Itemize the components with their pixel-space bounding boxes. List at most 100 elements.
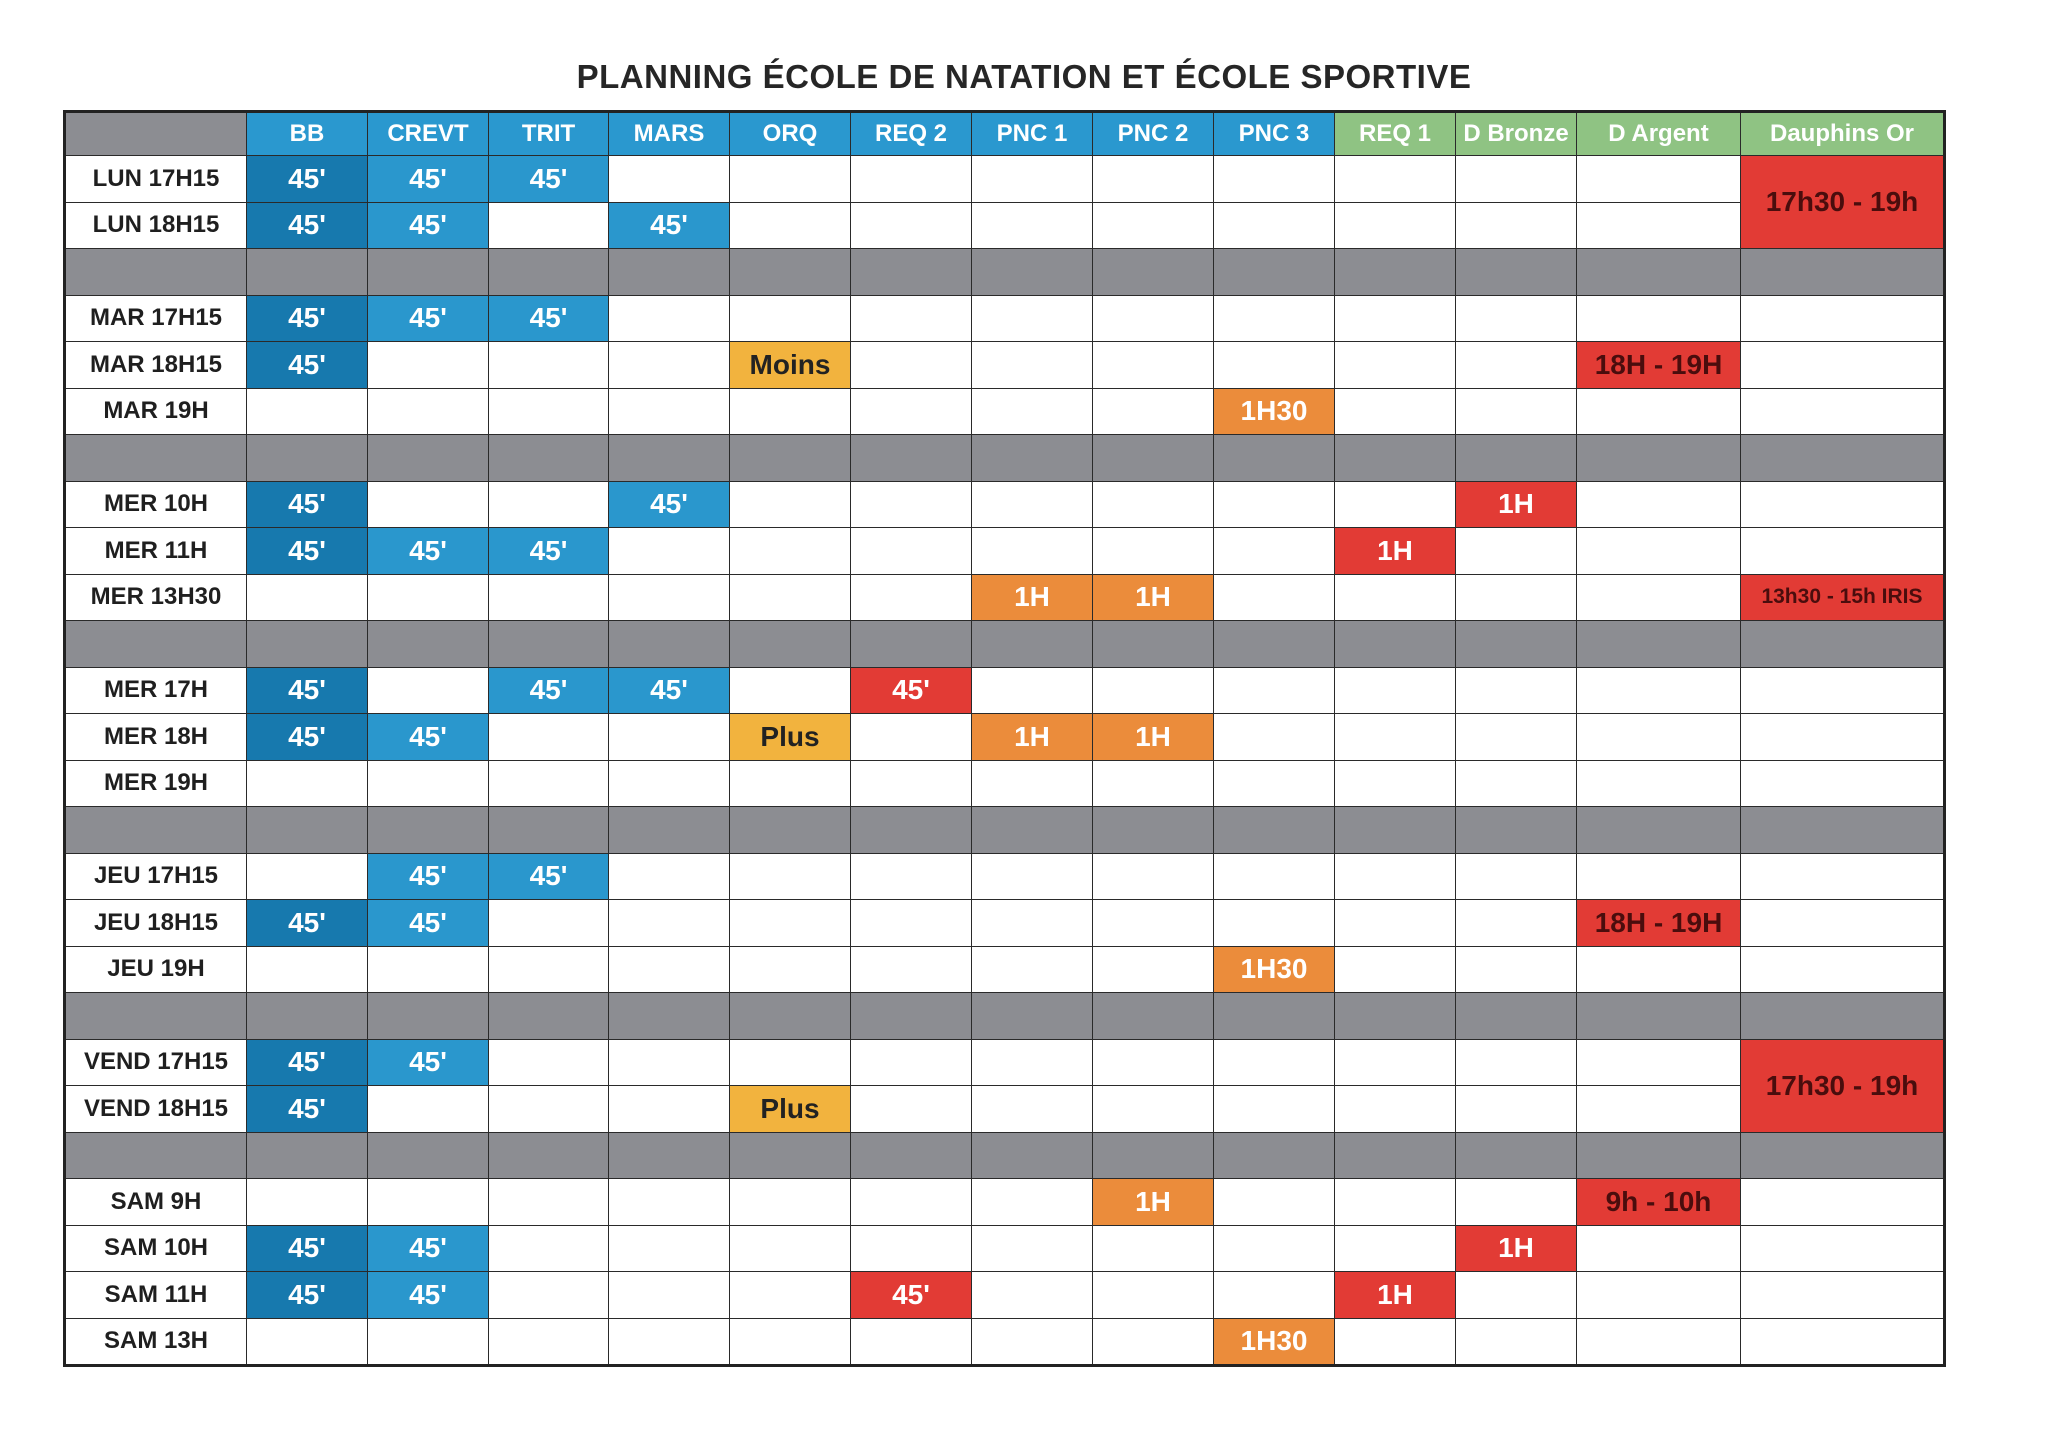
time-slot-label: MER 13H30 (64, 573, 247, 621)
separator-cell (729, 992, 851, 1040)
empty-cell (1092, 294, 1214, 342)
empty-cell (1740, 387, 1945, 435)
separator-cell (1334, 992, 1456, 1040)
empty-cell (850, 201, 972, 249)
empty-cell (608, 945, 730, 993)
separator-cell (608, 248, 730, 296)
separator-cell (1576, 434, 1741, 482)
time-slot-label: VEND 17H15 (64, 1038, 247, 1086)
empty-cell (1213, 1085, 1335, 1133)
separator-cell (64, 248, 247, 296)
empty-cell (1092, 387, 1214, 435)
separator-cell (729, 806, 851, 854)
session-cell: 45' (246, 1038, 368, 1086)
empty-cell (1092, 201, 1214, 249)
session-cell: 45' (246, 201, 368, 249)
empty-cell (1576, 201, 1741, 249)
separator-cell (1740, 434, 1945, 482)
empty-cell (1213, 1271, 1335, 1319)
empty-cell (850, 480, 972, 528)
separator-cell (1576, 620, 1741, 668)
separator-cell (367, 992, 489, 1040)
empty-cell (608, 1271, 730, 1319)
separator-cell (488, 248, 609, 296)
empty-cell (1576, 1038, 1741, 1086)
separator-cell (608, 434, 730, 482)
separator-cell (971, 1131, 1093, 1179)
separator-row (64, 1131, 1945, 1179)
empty-cell (608, 759, 730, 807)
schedule-row: MAR 17H15 45' 45' 45' (64, 294, 1945, 342)
empty-cell (1455, 945, 1577, 993)
time-slot-label: VEND 18H15 (64, 1085, 247, 1133)
empty-cell (971, 341, 1093, 389)
empty-cell (488, 573, 609, 621)
empty-cell (971, 1317, 1093, 1366)
time-slot-label: JEU 18H15 (64, 899, 247, 947)
empty-cell (1576, 1085, 1741, 1133)
separator-cell (64, 992, 247, 1040)
empty-cell (1092, 155, 1214, 203)
empty-cell (729, 480, 851, 528)
empty-cell (850, 945, 972, 993)
session-cell: 1H (1092, 1178, 1214, 1226)
empty-cell (1213, 713, 1335, 761)
session-cell: 45' (367, 1224, 489, 1272)
session-cell: 45' (367, 899, 489, 947)
session-cell: 45' (488, 666, 609, 714)
empty-cell (850, 1038, 972, 1086)
column-header: D Bronze (1455, 111, 1577, 156)
schedule-row: JEU 19H 1H30 (64, 945, 1945, 993)
empty-cell (1334, 573, 1456, 621)
empty-cell (850, 155, 972, 203)
separator-cell (850, 1131, 972, 1179)
empty-cell (850, 294, 972, 342)
empty-cell (1213, 666, 1335, 714)
session-cell: 45' (246, 1224, 368, 1272)
empty-cell (1740, 1224, 1945, 1272)
separator-cell (971, 248, 1093, 296)
empty-cell (1740, 527, 1945, 575)
empty-cell (1092, 1224, 1214, 1272)
session-cell: 45' (608, 666, 730, 714)
schedule-row: SAM 9H 1H 9h - 10h (64, 1178, 1945, 1226)
empty-cell (1092, 1085, 1214, 1133)
separator-cell (971, 806, 1093, 854)
empty-cell (850, 1317, 972, 1366)
empty-cell (1213, 1038, 1335, 1086)
empty-cell (488, 1224, 609, 1272)
separator-cell (1576, 992, 1741, 1040)
empty-cell (1092, 1271, 1214, 1319)
empty-cell (1092, 899, 1214, 947)
session-cell: 45' (367, 294, 489, 342)
separator-cell (1455, 806, 1577, 854)
session-cell: 45' (488, 294, 609, 342)
session-cell: 1H30 (1213, 945, 1335, 993)
schedule-row: MER 17H 45' 45' 45' 45' (64, 666, 1945, 714)
schedule-row: VEND 17H15 45' 45' 17h30 - 19h (64, 1038, 1945, 1133)
empty-cell (1455, 1271, 1577, 1319)
empty-cell (729, 666, 851, 714)
session-cell: 45' (488, 155, 609, 203)
empty-cell (1334, 945, 1456, 993)
session-cell: 1H (971, 713, 1093, 761)
schedule-row: LUN 18H15 45' 45' 45' (64, 201, 1945, 249)
empty-cell (850, 1085, 972, 1133)
empty-cell (1576, 759, 1741, 807)
empty-cell (1455, 852, 1577, 900)
empty-cell (1092, 945, 1214, 993)
empty-cell (1576, 1317, 1741, 1366)
time-slot-label: MER 19H (64, 759, 247, 807)
separator-cell (1092, 620, 1214, 668)
empty-cell (1092, 759, 1214, 807)
empty-cell (971, 1178, 1093, 1226)
empty-cell (488, 201, 609, 249)
session-cell: Plus (729, 1085, 851, 1133)
empty-cell (1455, 1038, 1577, 1086)
session-cell: 1H (1455, 480, 1577, 528)
column-header: BB (246, 111, 368, 156)
separator-cell (1576, 806, 1741, 854)
empty-cell (1334, 666, 1456, 714)
separator-cell (971, 620, 1093, 668)
separator-cell (246, 1131, 368, 1179)
